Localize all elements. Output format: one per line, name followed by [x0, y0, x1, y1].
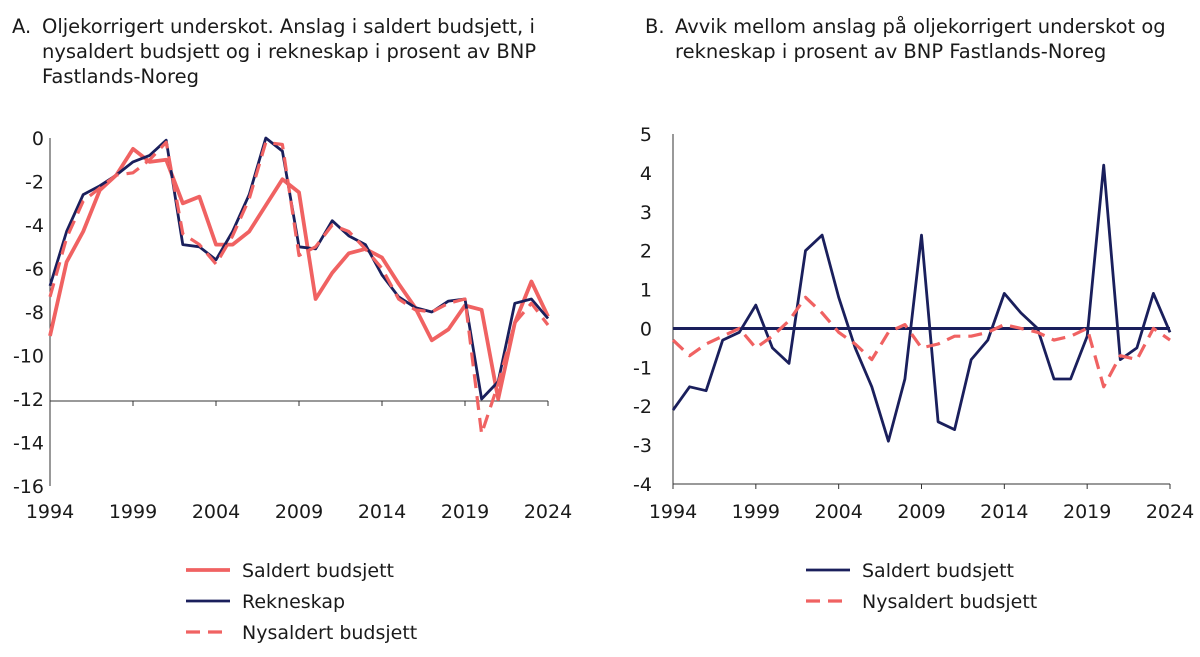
series-line-nysaldert-budsjett: [48, 140, 550, 436]
y-tick-label: 5: [640, 124, 652, 146]
y-tick-label: -2: [25, 172, 44, 194]
legend-label: Rekneskap: [242, 591, 345, 613]
x-tick-label: 2004: [814, 501, 862, 523]
x-tick-label: 1999: [109, 501, 157, 523]
y-tick-label: 1: [640, 280, 652, 302]
y-tick-label: 4: [640, 163, 652, 185]
x-tick-label: 1994: [26, 501, 74, 523]
x-tick-label: 2019: [441, 501, 489, 523]
panel-b-title-line: Avvik mellom anslag på oljekorrigert und…: [675, 15, 1166, 38]
x-tick-label: 2024: [524, 501, 572, 523]
y-tick-label: -16: [13, 476, 44, 498]
panel-b-letter: B.: [645, 15, 665, 38]
legend-label: Nysaldert budsjett: [242, 622, 417, 644]
chart-panel-a: 0 -2 -4 -6 -8 -10 -12 -14 -16 1994 1999 2004 2009 201…: [13, 128, 572, 644]
panel-a-title-line: nysaldert budsjett og i rekneskap i pros…: [42, 40, 537, 63]
y-tick-label: 2: [640, 241, 652, 263]
series-line-saldert-budsjett: [671, 163, 1172, 443]
y-tick-label: 0: [640, 318, 652, 340]
x-tick-label: 1999: [732, 501, 780, 523]
y-tick-label: -2: [633, 396, 652, 418]
y-tick-label: -1: [633, 357, 652, 379]
panel-b-title-line: rekneskap i prosent av BNP Fastlands-Nor…: [675, 40, 1107, 63]
y-tick-label: -4: [25, 215, 44, 237]
legend-label: Saldert budsjett: [242, 560, 394, 582]
x-tick-label: 2009: [275, 501, 323, 523]
panel-a-title-line: Fastlands-Noreg: [42, 65, 199, 88]
legend-label: Nysaldert budsjett: [862, 591, 1037, 613]
x-tick-label: 2014: [980, 501, 1028, 523]
y-tick-label: -8: [25, 302, 44, 324]
y-tick-label: -4: [633, 474, 652, 496]
y-tick-label: -10: [13, 346, 44, 368]
x-tick-label: 1994: [649, 501, 697, 523]
y-tick-label: -6: [25, 259, 44, 281]
series-line-nysaldert-budsjett: [671, 295, 1171, 389]
panel-a-letter: A.: [12, 15, 32, 38]
y-tick-label: 0: [32, 128, 44, 150]
y-tick-label: -14: [13, 433, 44, 455]
x-tick-label: 2024: [1146, 501, 1194, 523]
x-tick-label: 2009: [897, 501, 945, 523]
panel-a-title-line: Oljekorrigert underskot. Anslag i salder…: [42, 15, 535, 38]
x-tick-label: 2014: [358, 501, 406, 523]
y-tick-label: 3: [640, 202, 652, 224]
x-tick-label: 2004: [192, 501, 240, 523]
legend-label: Saldert budsjett: [862, 560, 1014, 582]
y-tick-label: -3: [633, 435, 652, 457]
chart-panel-b: 5 4 3 2 1 0 -1 -2 -3 -4 1994 1999 2004 2009 2014 2019 20…: [633, 124, 1194, 613]
y-tick-label: -12: [13, 389, 44, 411]
x-tick-label: 2019: [1063, 501, 1111, 523]
